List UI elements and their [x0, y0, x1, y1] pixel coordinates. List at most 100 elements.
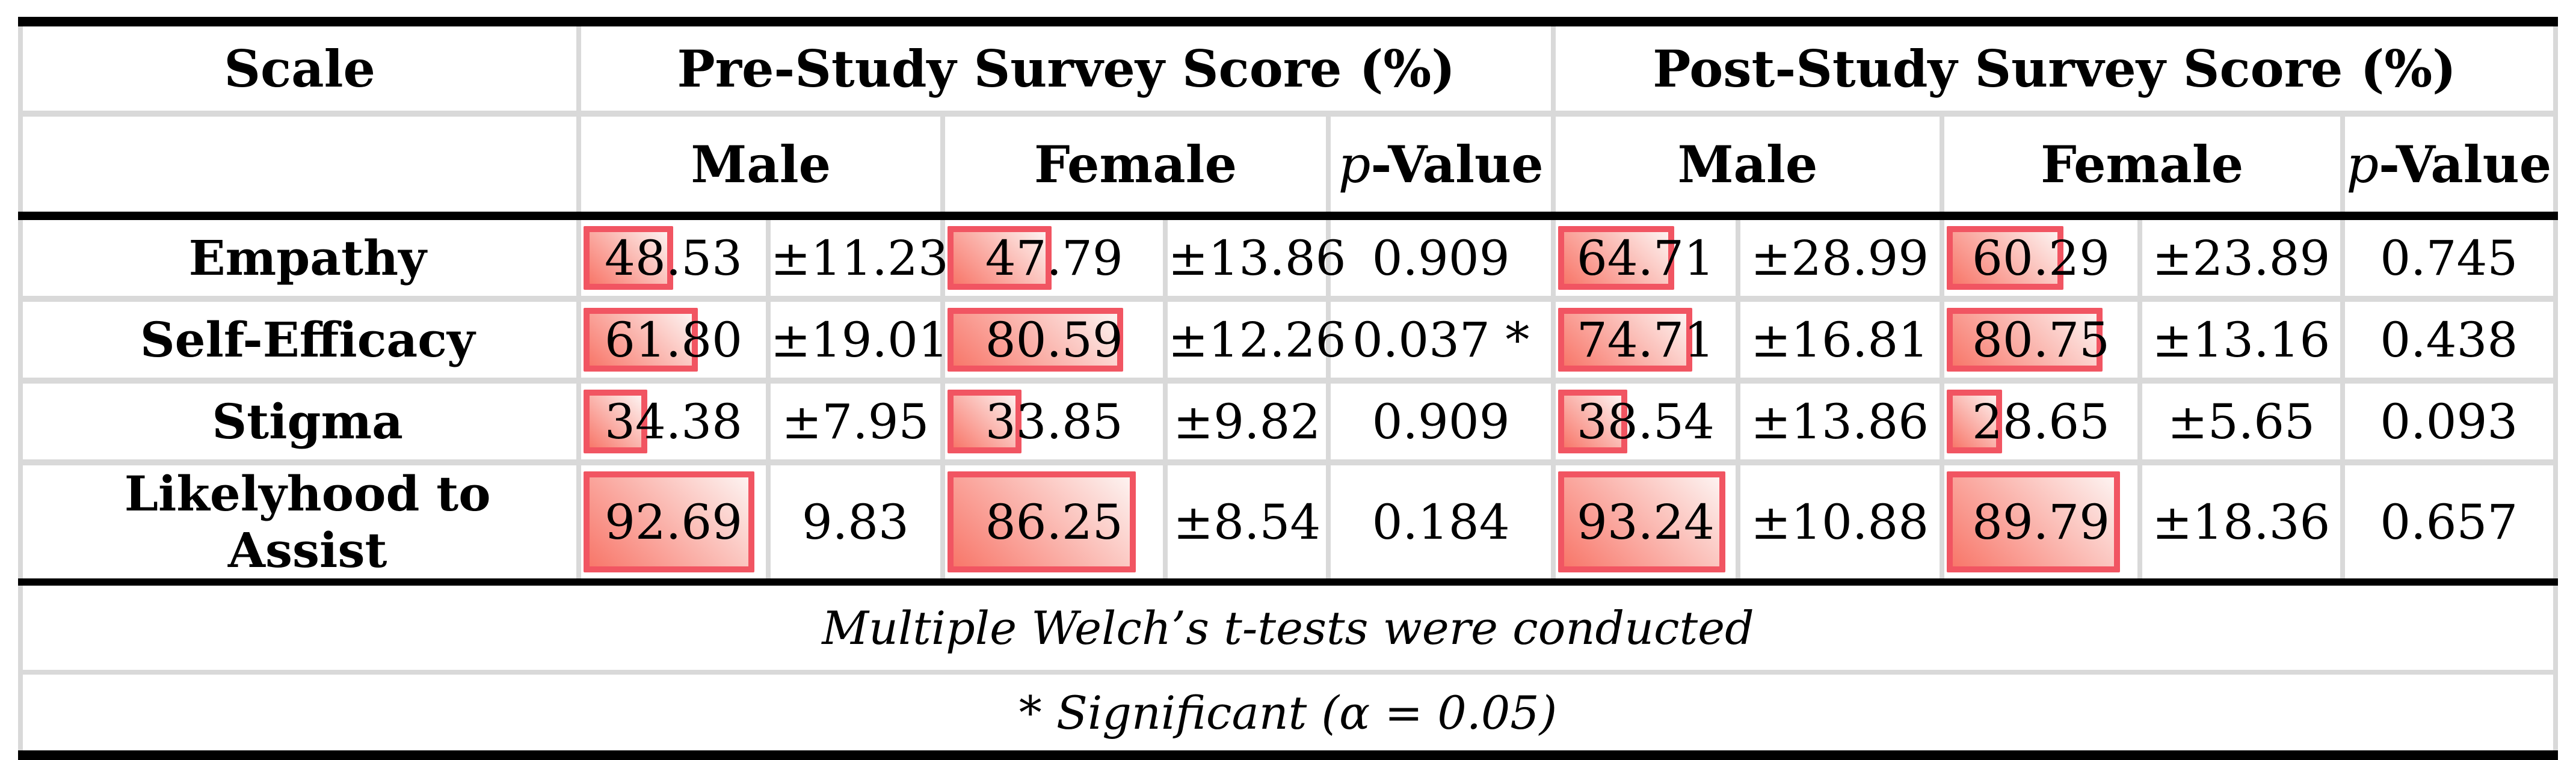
data-bar [584, 226, 674, 290]
post-female-sd-cell: ±5.65 [2140, 381, 2345, 465]
pre-pvalue-header: p-Value [1328, 114, 1556, 220]
p-value-letter: p [1338, 135, 1371, 194]
p-value-word: -Value [1370, 134, 1544, 194]
mean-value: 28.65 [1972, 393, 2110, 450]
post-pvalue-cell: 0.093 [2342, 381, 2556, 465]
post-female-mean-cell: 80.75 [1941, 299, 2143, 384]
mean-value: 64.71 [1576, 230, 1715, 286]
post-female-mean-cell: 28.65 [1941, 381, 2143, 465]
table-header: Scale Pre-Study Survey Score (%) Post-St… [20, 22, 2556, 220]
row-label: Empathy [20, 216, 582, 302]
pre-male-header: Male [579, 114, 946, 220]
pre-male-sd-cell: 9.83 [768, 462, 946, 586]
data-bar [948, 226, 1052, 290]
data-bar [948, 471, 1136, 572]
row-label: Stigma [20, 381, 582, 465]
paper-table-figure: Scale Pre-Study Survey Score (%) Post-St… [18, 17, 2558, 760]
pre-male-mean-cell: 34.38 [579, 381, 771, 465]
mean-value: 34.38 [605, 393, 743, 450]
data-bar [1558, 471, 1726, 572]
pre-male-sd-cell: ±7.95 [768, 381, 946, 465]
data-bar [1558, 390, 1628, 453]
pre-pvalue-cell: 0.909 [1328, 381, 1556, 465]
post-male-sd-cell: ±28.99 [1737, 216, 1944, 302]
data-bar [1946, 226, 2063, 290]
post-male-mean-cell: 64.71 [1553, 216, 1740, 302]
data-bar [584, 308, 698, 372]
pre-study-group-header: Pre-Study Survey Score (%) [579, 22, 1556, 117]
pre-pvalue-cell: 0.909 [1328, 216, 1556, 302]
post-female-header: Female [1941, 114, 2345, 220]
footnote-welch-tests: Multiple Welch’s t-tests were conducted [20, 582, 2556, 675]
pre-male-mean-cell: 61.80 [579, 299, 771, 384]
post-female-sd-cell: ±13.16 [2140, 299, 2345, 384]
table-row-self-efficacy: Self-Efficacy 61.80 ±19.01 80.59 ±12.26 … [20, 299, 2556, 384]
mean-value: 61.80 [605, 311, 743, 368]
post-female-mean-cell: 60.29 [1941, 216, 2143, 302]
post-female-sd-cell: ±18.36 [2140, 462, 2345, 586]
mean-value: 48.53 [605, 230, 743, 286]
pre-female-sd-cell: ±9.82 [1165, 381, 1331, 465]
pre-pvalue-cell: 0.037 * [1328, 299, 1556, 384]
footnote-row: Multiple Welch’s t-tests were conducted [20, 582, 2556, 675]
mean-value: 92.69 [605, 494, 743, 550]
pre-male-sd-cell: ±19.01 [768, 299, 949, 384]
pre-female-mean-cell: 47.79 [943, 216, 1168, 302]
data-bar [584, 390, 647, 453]
data-bar [1558, 226, 1675, 290]
post-male-header: Male [1553, 114, 1944, 220]
post-pvalue-cell: 0.745 [2342, 216, 2556, 302]
pre-pvalue-cell: 0.184 [1328, 462, 1556, 586]
post-pvalue-cell: 0.657 [2342, 462, 2556, 586]
empty-header-cell [20, 114, 582, 220]
post-study-group-header: Post-Study Survey Score (%) [1553, 22, 2556, 117]
pre-female-sd-cell: ±13.86 [1165, 216, 1346, 302]
footnote-row: * Significant (α = 0.05) [20, 672, 2556, 755]
data-bar [584, 471, 755, 572]
pre-female-sd-cell: ±12.26 [1165, 299, 1346, 384]
mean-value: 80.59 [985, 311, 1123, 368]
mean-value: 60.29 [1972, 230, 2110, 286]
mean-value: 47.79 [985, 230, 1123, 286]
footnote-significance: * Significant (α = 0.05) [1018, 685, 1558, 740]
post-male-mean-cell: 93.24 [1553, 462, 1740, 586]
table-row-stigma: Stigma 34.38 ±7.95 33.85 ±9.82 0.909 38.… [20, 381, 2556, 465]
data-bar [1946, 308, 2103, 372]
mean-value: 93.24 [1576, 494, 1715, 550]
row-label: Likelyhood to Assist [20, 462, 582, 586]
post-male-sd-cell: ±10.88 [1737, 462, 1944, 586]
pre-female-mean-cell: 33.85 [943, 381, 1168, 465]
pre-female-mean-cell: 86.25 [943, 462, 1168, 586]
mean-value: 80.75 [1972, 311, 2110, 368]
mean-value: 33.85 [985, 393, 1123, 450]
pre-female-mean-cell: 80.59 [943, 299, 1168, 384]
table-row-empathy: Empathy 48.53 ±11.23 47.79 ±13.86 0.909 … [20, 216, 2556, 302]
post-female-mean-cell: 89.79 [1941, 462, 2143, 586]
pre-male-sd-cell: ±11.23 [768, 216, 949, 302]
scale-column-header: Scale [20, 22, 582, 117]
post-female-sd-cell: ±23.89 [2140, 216, 2345, 302]
data-bar [1946, 390, 2002, 453]
sub-header-row: Male Female p-Value Male Female p-Value [20, 114, 2556, 220]
p-value-word: -Value [2379, 134, 2552, 194]
mean-value: 89.79 [1972, 494, 2110, 550]
post-male-mean-cell: 38.54 [1553, 381, 1740, 465]
pre-female-sd-cell: ±8.54 [1165, 462, 1331, 586]
mean-value: 74.71 [1576, 311, 1715, 368]
data-bar [948, 390, 1021, 453]
mean-value: 86.25 [985, 494, 1123, 550]
pre-female-header: Female [943, 114, 1331, 220]
group-header-row: Scale Pre-Study Survey Score (%) Post-St… [20, 22, 2556, 117]
table-row-likelyhood-to-assist: Likelyhood to Assist 92.69 9.83 86.25 ±8… [20, 462, 2556, 586]
mean-value: 38.54 [1576, 393, 1715, 450]
post-male-sd-cell: ±13.86 [1737, 381, 1944, 465]
pre-male-mean-cell: 48.53 [579, 216, 771, 302]
p-value-letter: p [2346, 135, 2379, 194]
post-pvalue-cell: 0.438 [2342, 299, 2556, 384]
results-table: Scale Pre-Study Survey Score (%) Post-St… [18, 17, 2558, 760]
table-footnotes: Multiple Welch’s t-tests were conducted … [20, 582, 2556, 755]
post-male-mean-cell: 74.71 [1553, 299, 1740, 384]
row-label: Self-Efficacy [20, 299, 582, 384]
table-body: Empathy 48.53 ±11.23 47.79 ±13.86 0.909 … [20, 216, 2556, 586]
data-bar [948, 308, 1124, 372]
